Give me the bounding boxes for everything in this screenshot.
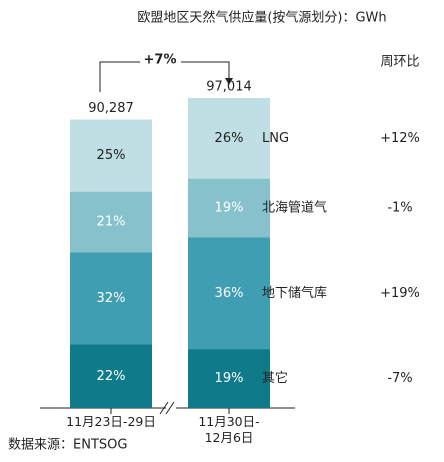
total-label: 97,014 <box>206 80 252 95</box>
legend-label: 地下储气库 <box>262 285 327 301</box>
bracket <box>181 61 230 80</box>
legend-label: LNG <box>262 131 289 146</box>
bar-segment <box>188 349 270 408</box>
legend-label: 北海管道气 <box>262 200 327 216</box>
bar-segment <box>70 344 152 408</box>
wow-label: -1% <box>387 201 412 216</box>
axis-break <box>165 401 175 415</box>
value-label: 19% <box>215 201 244 216</box>
bar-segment <box>70 119 152 192</box>
bar-segment <box>70 252 152 345</box>
bar-segment <box>188 98 270 179</box>
legend-label: 其它 <box>262 370 288 386</box>
value-label: 32% <box>97 291 126 306</box>
value-label: 21% <box>97 214 126 229</box>
x-tick-label: 11月30日- 12月6日 <box>198 414 260 445</box>
wow-label: -7% <box>387 371 412 386</box>
bar-segment <box>188 178 270 238</box>
source: 数据来源：ENTSOG <box>8 438 127 453</box>
chart-title: 欧盟地区天然气供应量(按气源划分)：GWh <box>137 10 386 26</box>
axis-break <box>159 401 169 415</box>
wow-label: +12% <box>380 131 420 146</box>
wow-header: 周环比 <box>380 55 419 70</box>
bracket <box>99 61 140 92</box>
wow-label: +19% <box>380 286 420 301</box>
x-tick-label: 11月23日-29日 <box>66 414 156 429</box>
value-label: 19% <box>215 371 244 386</box>
value-label: 25% <box>97 148 126 163</box>
arrow-head <box>225 78 233 85</box>
change-label: +7% <box>144 53 177 68</box>
value-label: 26% <box>215 131 244 146</box>
total-label: 90,287 <box>88 101 134 116</box>
value-label: 36% <box>215 286 244 301</box>
bar-segment <box>70 191 152 253</box>
bar-segment <box>188 237 270 350</box>
value-label: 22% <box>97 369 126 384</box>
